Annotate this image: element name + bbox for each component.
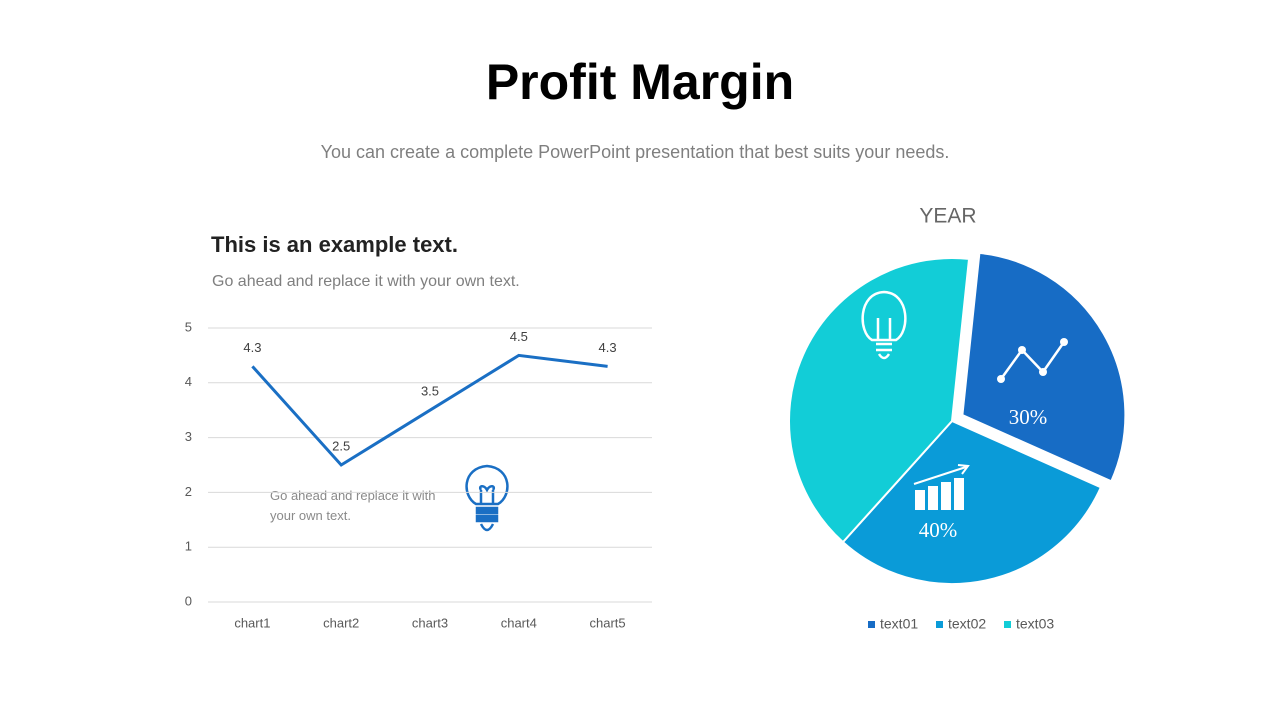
legend-swatch [868,621,875,628]
growth-bar [954,478,964,510]
line [251,353,608,467]
legend-label: text03 [1016,616,1054,632]
growth-bar [915,490,925,510]
legend-label: text01 [880,616,918,632]
growth-bar [928,486,938,510]
y-tick-label: 1 [185,539,192,554]
annotation-box: Go ahead and replace it with your own te… [270,488,436,523]
pie-slice [788,257,971,544]
y-tick-label: 3 [185,429,192,444]
pie-icons [861,290,1068,510]
bulb-icon [465,464,509,532]
data-label: 4.5 [510,329,528,344]
trend-dot [1018,346,1026,354]
data-label: 2.5 [332,438,350,453]
legend-label: text02 [948,616,986,632]
pie-slice [841,419,1103,585]
x-tick-label: chart4 [501,615,537,630]
data-label: 4.3 [599,340,617,355]
slice-label: 30% [1009,405,1048,429]
trend-dot [997,375,1005,383]
pie-slice [961,251,1127,483]
trend-dot [1039,368,1047,376]
legend-swatch [936,621,943,628]
legend-swatch [1004,621,1011,628]
x-tick-label: chart1 [234,615,270,630]
y-tick-label: 2 [185,484,192,499]
data-label: 4.3 [243,340,261,355]
slide-title: Profit Margin [486,54,794,110]
annotation: Go ahead and replace it with your own te… [270,488,436,523]
x-tick-label: chart3 [412,615,448,630]
line-chart-subtitle: Go ahead and replace it with your own te… [212,273,520,290]
growth-bar [941,482,951,510]
y-tick-label: 5 [185,319,192,334]
y-tick-label: 4 [185,374,192,389]
data-label: 3.5 [421,384,439,399]
x-tick-label: chart5 [590,615,626,630]
trend-icon [999,341,1066,380]
trend-dot [1060,338,1068,346]
bulb-icon [861,290,907,360]
growth-arrow [913,464,970,485]
pie-chart-title: YEAR [919,205,976,228]
y-tick-label: 0 [185,593,192,608]
line-chart-title: This is an example text. [211,232,458,257]
slide-subtitle: You can create a complete PowerPoint pre… [321,142,950,162]
slice-label: 40% [919,518,958,542]
x-tick-label: chart2 [323,615,359,630]
